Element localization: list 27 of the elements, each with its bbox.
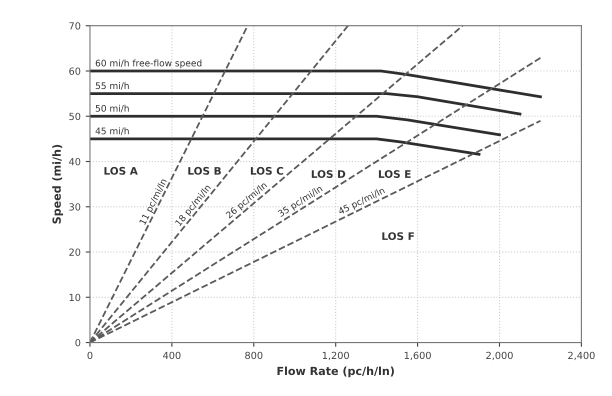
annotation: 45 mi/h xyxy=(96,127,129,136)
x-tick-label: 2,400 xyxy=(568,352,595,360)
y-tick-label: 60 xyxy=(69,67,80,75)
y-tick-label: 50 xyxy=(69,112,80,120)
annotation: LOS C xyxy=(250,166,284,175)
y-tick-label: 30 xyxy=(69,203,80,211)
x-tick-label: 1,600 xyxy=(404,352,431,360)
y-tick-label: 20 xyxy=(69,248,80,256)
x-tick-label: 800 xyxy=(245,352,262,360)
y-tick-label: 10 xyxy=(70,294,80,302)
y-tick-label: 40 xyxy=(69,158,80,166)
x-tick-label: 400 xyxy=(163,352,181,360)
annotation: 55 mi/h xyxy=(96,82,129,90)
annotation: LOS F xyxy=(382,232,414,240)
annotation: LOS E xyxy=(378,170,411,178)
y-tick-label: 0 xyxy=(75,339,80,346)
annotation: LOS B xyxy=(188,166,221,175)
y-tick-label: 70 xyxy=(69,22,80,30)
x-tick-label: 0 xyxy=(88,352,92,360)
x-axis-title: Flow Rate (pc/h/ln) xyxy=(278,366,394,378)
annotation: LOS D xyxy=(312,170,346,178)
x-tick-label: 1,200 xyxy=(322,352,349,360)
annotation: 50 mi/h xyxy=(96,104,129,112)
x-tick-label: 2,000 xyxy=(486,352,513,360)
annotation: LOS A xyxy=(104,166,138,175)
annotation: 60 mi/h free-flow speed xyxy=(96,59,202,68)
y-axis-title: Speed (mi/h) xyxy=(52,144,64,224)
